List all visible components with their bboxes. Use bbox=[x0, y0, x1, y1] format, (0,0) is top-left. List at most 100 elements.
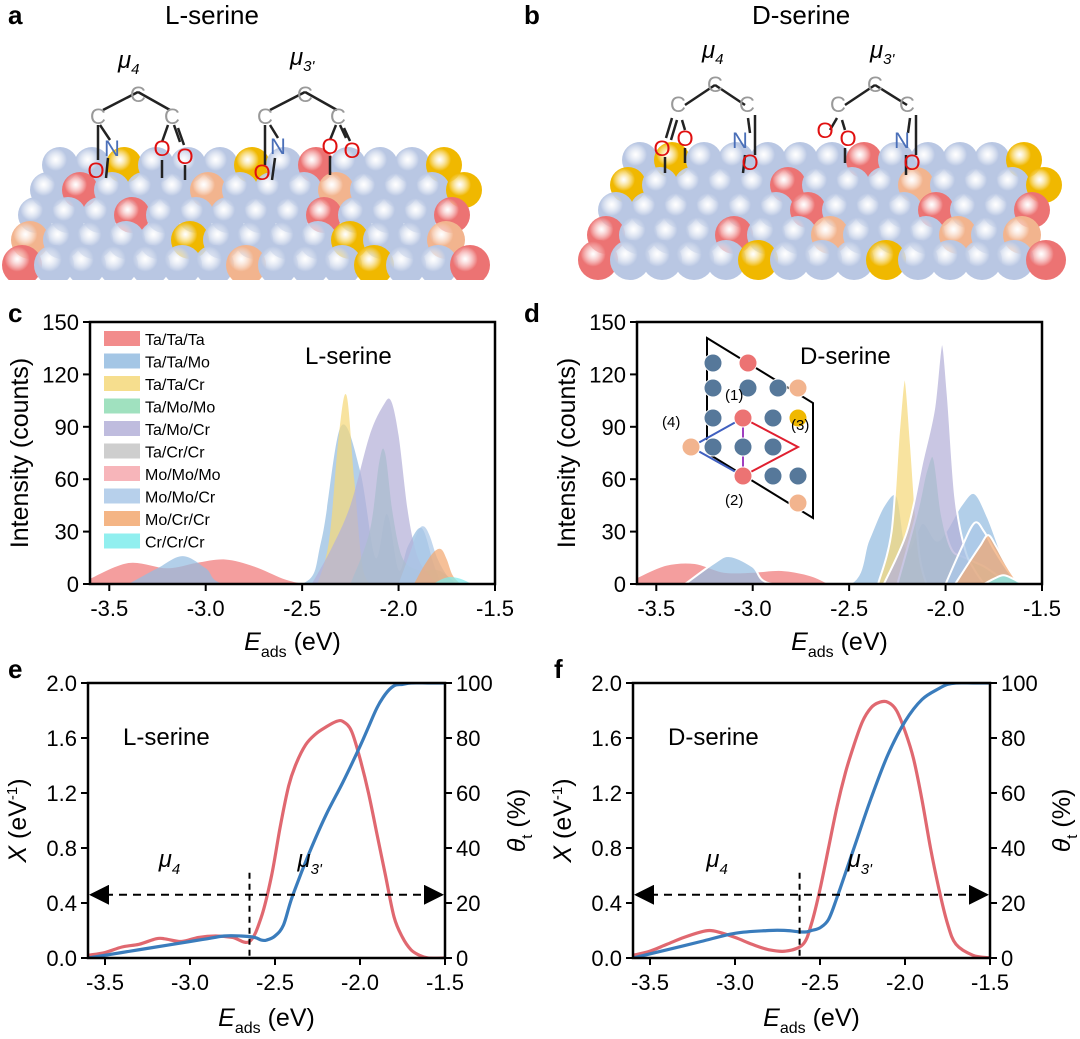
plot-frame bbox=[86, 681, 447, 960]
y-tick-label: 1.2 bbox=[46, 781, 77, 806]
inset-atom bbox=[763, 437, 783, 457]
y-tick-label: 0.4 bbox=[591, 891, 622, 916]
chart-title: L-serine bbox=[305, 343, 392, 370]
y2-axis-label: θt (%) bbox=[1048, 789, 1080, 853]
legend-label: Ta/Mo/Mo bbox=[145, 400, 215, 417]
x-tick-label: -1.5 bbox=[476, 596, 514, 621]
x-axis-label: Eads (eV) bbox=[218, 1004, 315, 1037]
x-curve bbox=[88, 718, 445, 958]
plot-area bbox=[633, 683, 990, 958]
chart-title: D-serine bbox=[668, 724, 759, 751]
panel-b-label: b bbox=[524, 0, 540, 30]
inset-atom bbox=[703, 378, 723, 398]
surface-atom bbox=[418, 245, 458, 280]
surface-atom bbox=[2, 245, 42, 280]
atom-o-label: O bbox=[741, 150, 758, 175]
x-axis-label: Eads (eV) bbox=[244, 628, 341, 661]
y-tick-label: 120 bbox=[42, 362, 79, 387]
x-tick-label: -1.5 bbox=[971, 970, 1009, 995]
atom-o-label: O bbox=[816, 118, 833, 143]
y2-tick-label: 80 bbox=[456, 726, 480, 751]
y2-axis-label: θt (%) bbox=[503, 789, 535, 853]
plot-area bbox=[90, 394, 472, 584]
panel-d-label: d bbox=[524, 298, 540, 328]
x-axis-label: Eads (eV) bbox=[791, 628, 888, 661]
y-axis-label: X (eV-1) bbox=[549, 778, 577, 863]
x-tick-label: -2.5 bbox=[801, 970, 839, 995]
surface-atom bbox=[866, 240, 906, 280]
atom-o-label: O bbox=[839, 126, 856, 151]
legend-label: Ta/Ta/Mo bbox=[145, 355, 210, 372]
y2-tick-label: 40 bbox=[456, 836, 480, 861]
y-axis-label: X (eV-1) bbox=[4, 778, 32, 863]
surface-atom bbox=[802, 240, 842, 280]
plot-frame bbox=[88, 320, 497, 586]
legend-label: Ta/Ta/Ta bbox=[145, 332, 205, 349]
inset-atom bbox=[733, 466, 753, 486]
surface-atom bbox=[322, 245, 362, 280]
atom-c-label: C bbox=[130, 82, 146, 107]
atom-o-label: O bbox=[903, 150, 920, 175]
theta-curve bbox=[633, 683, 990, 958]
surface-atoms bbox=[578, 142, 1066, 280]
surface-atom bbox=[354, 245, 394, 280]
inset-atom bbox=[681, 437, 701, 457]
legend-swatch bbox=[104, 353, 140, 369]
atom-n-label: N bbox=[732, 128, 748, 153]
site-label-2: (2) bbox=[725, 492, 743, 509]
inset-atom bbox=[703, 437, 723, 457]
surface-atom bbox=[834, 240, 874, 280]
y-tick-label: 150 bbox=[42, 310, 79, 335]
y-tick-label: 0 bbox=[614, 572, 626, 597]
y-tick-label: 1.2 bbox=[591, 781, 622, 806]
x-tick-label: -3.5 bbox=[631, 970, 669, 995]
inset-atom bbox=[788, 466, 808, 486]
panel-c-label: c bbox=[8, 298, 23, 328]
surface-atom bbox=[226, 245, 266, 280]
inset-atom bbox=[768, 378, 788, 398]
surface-atoms bbox=[2, 147, 490, 280]
y-tick-label: 60 bbox=[55, 467, 79, 492]
y-tick-label: 90 bbox=[602, 415, 626, 440]
y-tick-label: 0.0 bbox=[46, 946, 77, 971]
surface-atom bbox=[66, 245, 106, 280]
site-label-3: (3) bbox=[791, 417, 809, 434]
site-label-1: (1) bbox=[725, 387, 743, 404]
inset-atom bbox=[733, 437, 753, 457]
series-area-mo-cr-cr bbox=[414, 548, 461, 584]
x-tick-label: -2.5 bbox=[256, 970, 294, 995]
molecule-mu4: C C C N O O O bbox=[87, 82, 193, 183]
legend-swatch bbox=[104, 443, 140, 459]
surface-atom bbox=[162, 245, 202, 280]
x-tick-label: -2.5 bbox=[830, 596, 868, 621]
y2-tick-label: 20 bbox=[1001, 891, 1025, 916]
inset-atom bbox=[738, 378, 758, 398]
surface-atom bbox=[578, 240, 618, 280]
legend-label: Ta/Cr/Cr bbox=[145, 445, 205, 462]
site-label-4: (4) bbox=[662, 414, 680, 431]
surface-atom bbox=[34, 245, 74, 280]
inset-atom bbox=[788, 378, 808, 398]
y-tick-label: 90 bbox=[55, 415, 79, 440]
atom-c-label: C bbox=[707, 72, 723, 97]
y-tick-label: 30 bbox=[602, 520, 626, 545]
y-tick-label: 0 bbox=[67, 572, 79, 597]
mu3-region-label: μ3' bbox=[847, 846, 873, 878]
surface-atom bbox=[610, 240, 650, 280]
atom-n-label: N bbox=[894, 128, 910, 153]
y2-tick-label: 100 bbox=[1001, 671, 1038, 696]
atom-c-label: C bbox=[670, 92, 686, 117]
molecule-mu3: C C C O O N O bbox=[816, 72, 921, 175]
y-axis-label: Intensity (counts) bbox=[553, 358, 581, 548]
legend-label: Cr/Cr/Cr bbox=[145, 535, 205, 552]
x-tick-label: -2.0 bbox=[380, 596, 418, 621]
panel-a-title: L-serine bbox=[165, 0, 259, 30]
atom-o-label: O bbox=[653, 136, 670, 161]
atom-n-label: N bbox=[104, 136, 120, 161]
x-tick-label: -3.5 bbox=[86, 970, 124, 995]
x-axis-label: Eads (eV) bbox=[763, 1004, 860, 1037]
y2-tick-label: 100 bbox=[456, 671, 493, 696]
mu3-label: μ3' bbox=[289, 44, 315, 75]
x-tick-label: -1.5 bbox=[426, 970, 464, 995]
atom-n-label: N bbox=[270, 134, 286, 159]
